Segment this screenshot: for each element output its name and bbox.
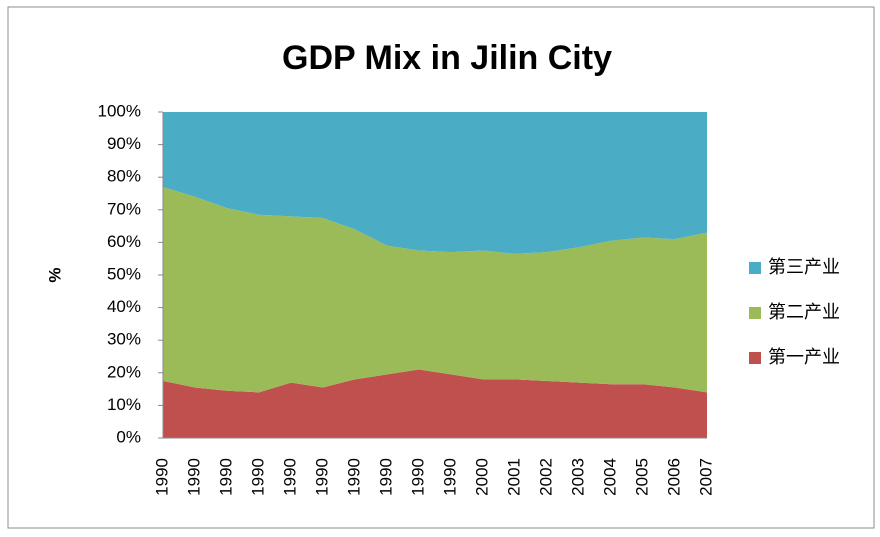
y-tick-label: 80% — [107, 167, 141, 186]
chart-title: GDP Mix in Jilin City — [282, 39, 612, 77]
legend-label: 第三产业 — [768, 257, 840, 277]
x-tick-label: 1990 — [408, 458, 427, 496]
x-tick-label: 2006 — [664, 458, 683, 496]
x-tick-label: 1990 — [440, 458, 459, 496]
x-tick-label: 2005 — [632, 458, 651, 496]
y-tick-label: 90% — [107, 134, 141, 153]
y-tick-label: 30% — [107, 330, 141, 349]
area — [163, 186, 707, 393]
x-tick-label: 2007 — [696, 458, 715, 496]
x-tick-label: 2000 — [472, 458, 491, 496]
y-tick-label: 50% — [107, 264, 141, 283]
y-tick-label: 20% — [107, 362, 141, 381]
y-tick-label: 40% — [107, 297, 141, 316]
area — [163, 112, 707, 254]
x-tick-label: 2003 — [568, 458, 587, 496]
x-tick-label: 1990 — [344, 458, 363, 496]
x-tick-label: 1990 — [216, 458, 235, 496]
x-tick-label: 2004 — [600, 458, 619, 496]
legend-label: 第一产业 — [768, 347, 840, 367]
x-tick-label: 1990 — [152, 458, 171, 496]
x-tick-label: 1990 — [280, 458, 299, 496]
y-tick-label: 0% — [116, 427, 141, 446]
y-tick-label: 100% — [98, 101, 141, 120]
x-tick-label: 2001 — [504, 458, 523, 496]
y-tick-label: 60% — [107, 232, 141, 251]
x-tick-label: 2002 — [536, 458, 555, 496]
y-tick-label: 70% — [107, 199, 141, 218]
x-tick-label: 1990 — [248, 458, 267, 496]
legend-swatch — [749, 262, 761, 274]
y-axis-label: % — [45, 267, 64, 282]
x-tick-label: 1990 — [184, 458, 203, 496]
x-tick-label: 1990 — [312, 458, 331, 496]
legend-swatch — [749, 307, 761, 319]
y-tick-label: 10% — [107, 395, 141, 414]
area — [163, 369, 707, 438]
legend-swatch — [749, 352, 761, 364]
legend-label: 第二产业 — [768, 302, 840, 322]
x-tick-label: 1990 — [376, 458, 395, 496]
